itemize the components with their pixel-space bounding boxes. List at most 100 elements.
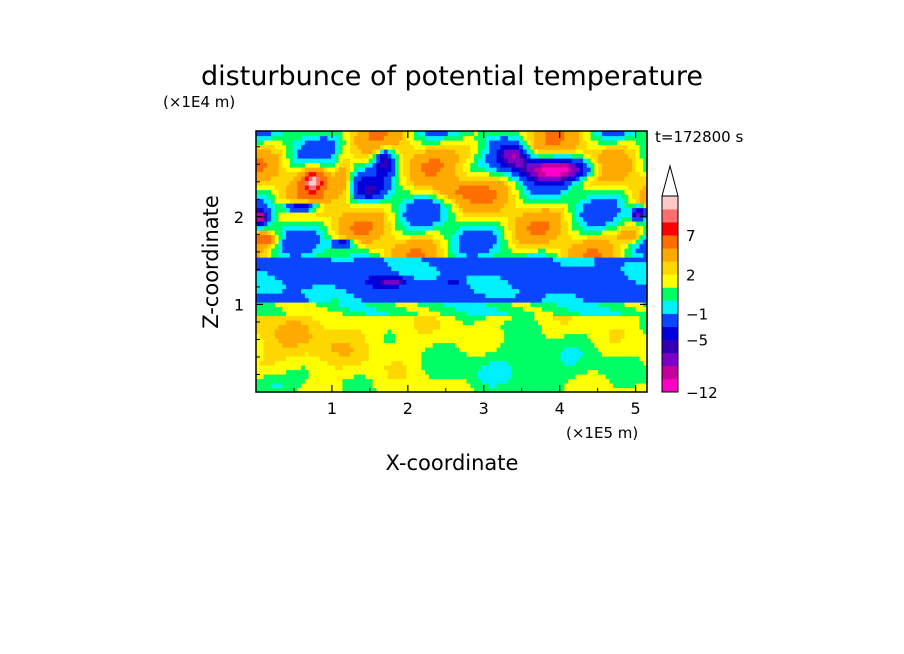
field-cell [477,387,483,393]
field-cell [316,203,321,209]
field-cell [616,288,622,294]
field-cell [455,360,460,366]
field-cell [274,279,280,285]
field-cell [368,329,374,335]
field-cell [402,243,407,249]
field-cell [368,365,374,371]
field-cell [643,342,648,348]
field-cell [391,261,396,267]
field-cell [308,351,313,357]
field-cell [323,185,329,191]
field-cell [609,207,614,213]
field-cell [338,360,344,366]
field-cell [537,180,543,186]
field-cell [507,252,513,258]
field-cell [616,383,622,389]
field-cell [353,176,359,182]
field-cell [462,216,468,222]
field-cell [594,306,599,312]
field-cell [605,369,610,375]
field-cell [346,275,351,281]
field-cell [274,342,280,348]
field-cell [274,203,280,209]
field-cell [515,351,520,357]
field-cell [583,230,588,236]
field-cell [564,266,569,272]
field-cell [338,212,344,218]
field-cell [402,342,407,348]
field-cell [282,221,287,227]
field-cell [605,311,610,317]
field-cell [549,378,554,384]
field-cell [353,252,359,258]
field-cell [462,378,468,384]
field-cell [327,257,332,263]
field-cell [316,266,321,272]
field-cell [474,225,479,231]
field-cell [387,311,392,317]
field-cell [271,225,276,231]
field-cell [605,234,610,240]
field-cell [507,293,513,299]
field-cell [365,351,370,357]
field-cell [421,329,426,335]
field-cell [549,189,554,195]
field-cell [274,383,280,389]
field-cell [263,279,268,285]
field-cell [402,257,407,263]
field-cell [553,360,558,366]
field-cell [534,207,539,213]
field-cell [553,189,558,195]
field-cell [534,293,539,299]
field-cell [278,266,283,272]
field-cell [526,333,532,339]
field-cell [515,360,520,366]
field-cell [511,270,517,276]
field-cell [560,275,565,281]
field-cell [316,216,321,222]
field-cell [432,383,438,389]
field-cell [331,203,336,209]
field-cell [515,302,520,308]
field-cell [263,302,268,308]
field-cell [342,198,347,204]
field-cell [537,225,543,231]
field-cell [590,293,595,299]
field-cell [470,257,475,263]
field-cell [568,347,573,353]
field-cell [342,225,347,231]
field-cell [515,365,520,371]
field-cell [301,198,306,204]
field-cell [519,320,524,326]
field-cell [545,216,550,222]
field-cell [526,374,532,380]
field-cell [598,347,603,353]
field-cell [459,356,464,362]
field-cell [308,176,313,182]
field-cell [530,324,535,330]
field-cell [289,261,295,267]
field-cell [338,266,344,272]
field-cell [387,356,392,362]
field-cell [579,216,584,222]
field-cell [601,297,607,303]
field-cell [568,333,573,339]
field-cell [316,311,321,317]
field-cell [455,275,460,281]
field-cell [349,248,355,254]
field-cell [639,288,644,294]
field-cell [259,180,265,186]
field-cell [459,189,464,195]
field-cell [304,221,310,227]
field-cell [327,365,332,371]
field-cell [590,221,595,227]
field-cell [500,275,505,281]
field-cell [319,351,325,357]
field-cell [537,239,543,245]
field-cell [383,198,389,204]
field-cell [308,270,313,276]
field-cell [334,387,340,393]
field-cell [413,189,419,195]
field-cell [289,176,295,182]
field-cell [334,234,340,240]
